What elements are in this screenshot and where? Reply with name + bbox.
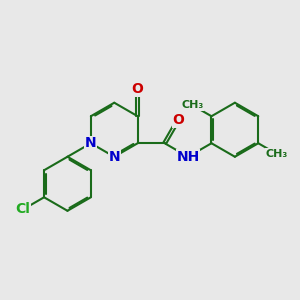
Text: O: O [132,82,144,96]
Text: CH₃: CH₃ [182,100,204,110]
Text: N: N [85,136,97,150]
Text: O: O [172,113,184,127]
Text: Cl: Cl [16,202,30,216]
Text: NH: NH [176,150,200,164]
Text: CH₃: CH₃ [266,149,288,159]
Text: N: N [108,150,120,164]
